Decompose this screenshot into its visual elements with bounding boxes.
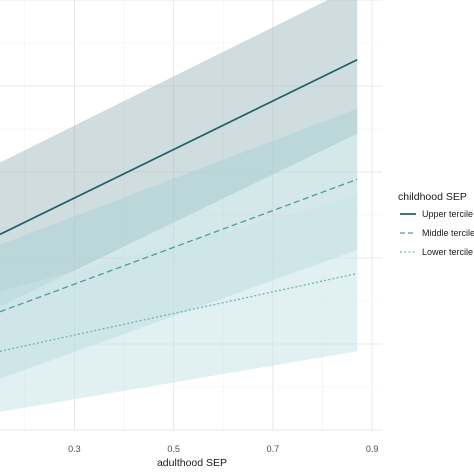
ci-ribbon-lower-tercile (0, 196, 358, 412)
x-axis: 0.3 0.5 0.7 0.9 (68, 444, 378, 454)
legend: childhood SEP Upper tercile Middle tercil… (398, 191, 474, 257)
x-axis-title: adulthood SEP (157, 457, 227, 469)
legend-label-upper-tercile: Upper tercile (422, 209, 473, 219)
legend-title: childhood SEP (398, 191, 467, 203)
line-layer (0, 59, 358, 352)
x-tick-label: 0.5 (167, 444, 180, 454)
x-tick-label: 0.9 (366, 444, 379, 454)
legend-label-lower-tercile: Lower tercile (422, 247, 473, 257)
ribbon-layer (0, 0, 358, 412)
fit-line-upper-tercile (0, 59, 358, 236)
fit-line-middle-tercile (0, 178, 358, 313)
x-tick-label: 0.7 (267, 444, 280, 454)
legend-label-middle-tercile: Middle tercile (422, 228, 474, 238)
x-tick-label: 0.3 (68, 444, 81, 454)
